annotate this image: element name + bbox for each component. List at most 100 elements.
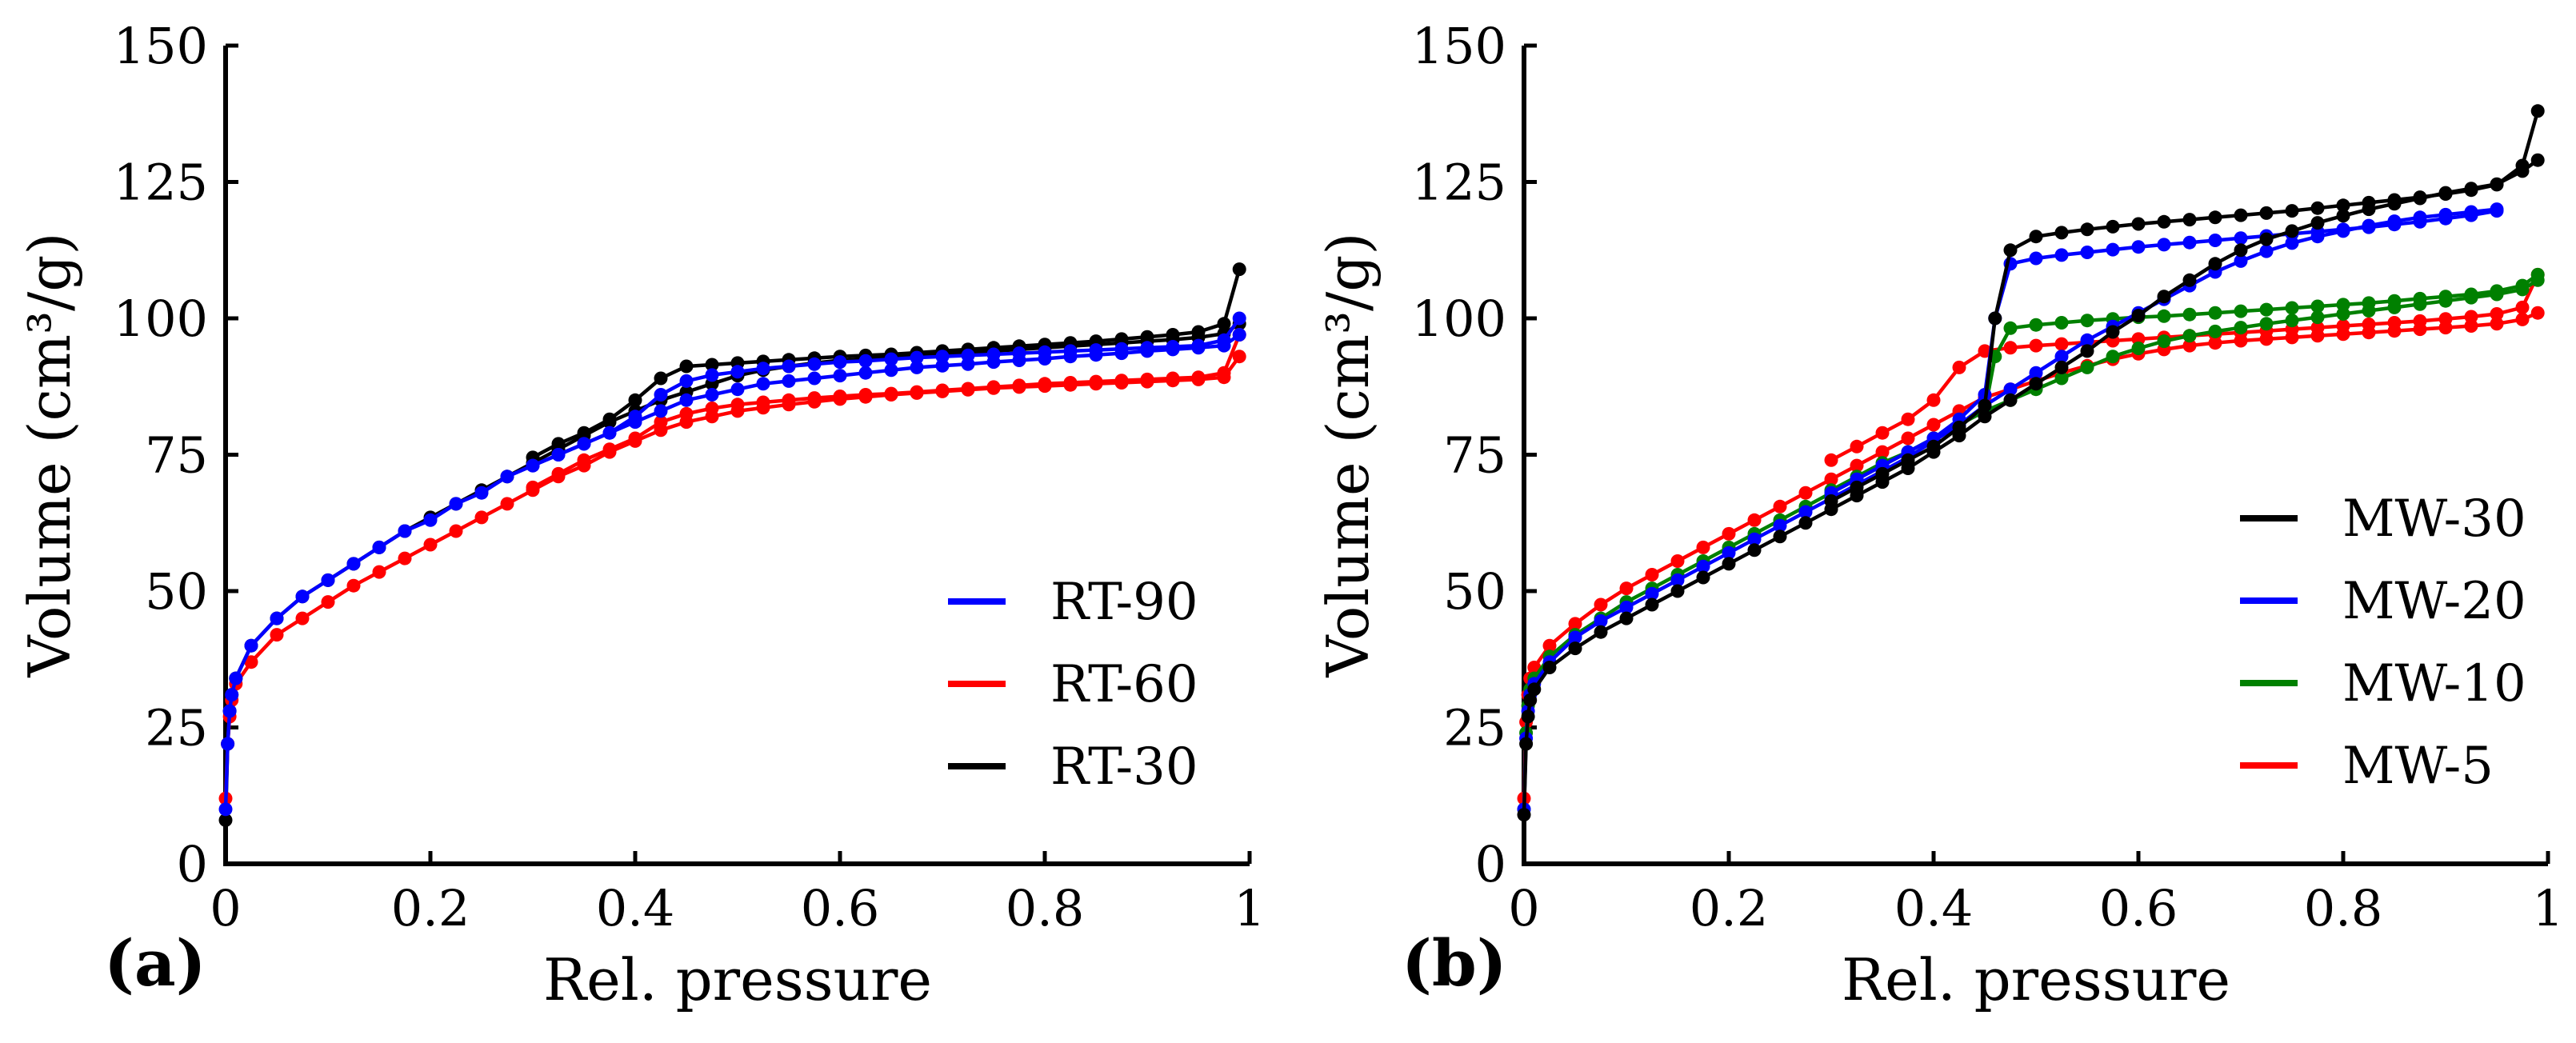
legend: MW-30 MW-20 MW-10 MW-5 [2240,490,2526,796]
adsorption-point [2234,243,2248,258]
adsorption-point [500,497,514,511]
adsorption-point [2259,232,2274,246]
desorption-point [1824,494,1838,508]
desorption-point [551,437,566,451]
desorption-point [1063,344,1078,358]
series-rt-60 [218,328,1246,805]
desorption-point [1978,398,1992,413]
desorption-point [2080,314,2094,328]
adsorption-point [705,388,719,402]
adsorption-point [654,404,668,418]
desorption-point [858,388,873,402]
desorption-point [551,466,566,481]
adsorption-point [1824,472,1838,486]
legend-label: MW-5 [2342,737,2494,796]
desorption-point [935,350,950,364]
adsorption-point [2131,342,2146,355]
adsorption-point [2003,393,2018,407]
adsorption-point [1696,540,1710,554]
x-tick-label: 0.2 [1690,879,1769,937]
adsorption-point [756,377,770,391]
legend-label: MW-20 [2342,572,2526,631]
desorption-point [2182,307,2197,322]
adsorption-point [1926,418,1941,432]
desorption-point [2029,230,2043,244]
desorption-point [2413,190,2427,205]
desorption-point [2413,314,2427,328]
adsorption-point [1619,601,1634,614]
desorption-point [2157,214,2171,229]
legend-label: RT-60 [1050,655,1198,714]
adsorption-point [1901,431,1915,446]
y-tick-label: 125 [114,154,208,212]
x-tick-label: 0.8 [1006,879,1085,937]
desorption-point [1012,346,1026,361]
desorption-point [986,347,1001,362]
adsorption-point [1594,614,1608,628]
desorption-point [2054,248,2069,262]
desorption-point [2387,193,2402,207]
adsorption-point [807,371,822,386]
adsorption-point [346,557,361,571]
desorption-point [1824,453,1838,467]
desorption-point [1114,332,1129,346]
adsorption-point [1670,573,1685,587]
desorption-point [2336,222,2350,237]
desorption-point [628,410,642,424]
adsorption-point [2182,338,2197,353]
adsorption-point [2054,360,2069,374]
desorption-point [1850,439,1864,454]
adsorption-point [2029,366,2043,380]
y-tick-label: 0 [1475,835,1506,893]
desorption-point [833,390,847,403]
x-tick-label: 0.4 [596,879,675,937]
desorption-point [1038,377,1052,391]
legend: RT-90 RT-60 RT-30 [948,573,1198,797]
desorption-point [858,354,873,368]
adsorption-point [1645,568,1659,581]
desorption-point [1850,480,1864,494]
desorption-point [679,374,694,388]
adsorption-point [2106,350,2120,364]
desorption-point [1089,343,1103,358]
adsorption-point [346,578,361,593]
desorption-point [2080,246,2094,259]
desorption-point [2490,178,2504,192]
adsorption-point [2310,310,2325,325]
desorption-point [2464,183,2478,198]
adsorption-point [2182,329,2197,343]
desorption-point [833,355,847,370]
desorption-point [2029,251,2043,266]
desorption-point [884,352,898,366]
desorption-point [1140,330,1154,344]
desorption-point [705,402,719,415]
desorption-point [1952,420,1966,434]
adsorption-point [1747,513,1762,527]
desorption-point [2131,217,2146,231]
desorption-point [1114,374,1129,388]
adsorption-point [1875,445,1890,459]
adsorption-point [372,565,386,579]
adsorption-point [884,363,898,378]
adsorption-point [2054,371,2069,386]
desorption-point [654,388,668,402]
desorption-point [2234,208,2248,222]
desorption-point [577,437,591,451]
series-rt-90 [218,311,1246,817]
desorption-point [2362,195,2376,210]
desorption-point [2285,204,2299,218]
desorption-point [1140,372,1154,386]
adsorption-point [2029,377,2043,391]
x-tick-label: 0 [1508,879,1539,937]
adsorption-point [1747,543,1762,557]
adsorption-point [1798,505,1813,519]
desorption-point [2310,201,2325,215]
desorption-point [2490,307,2504,321]
desorption-point [1140,341,1154,355]
desorption-point [2080,222,2094,237]
desorption-point [628,431,642,446]
adsorption-point [910,360,924,374]
adsorption-point [1619,611,1634,625]
desorption-point [1875,426,1890,440]
adsorption-point [244,655,258,669]
